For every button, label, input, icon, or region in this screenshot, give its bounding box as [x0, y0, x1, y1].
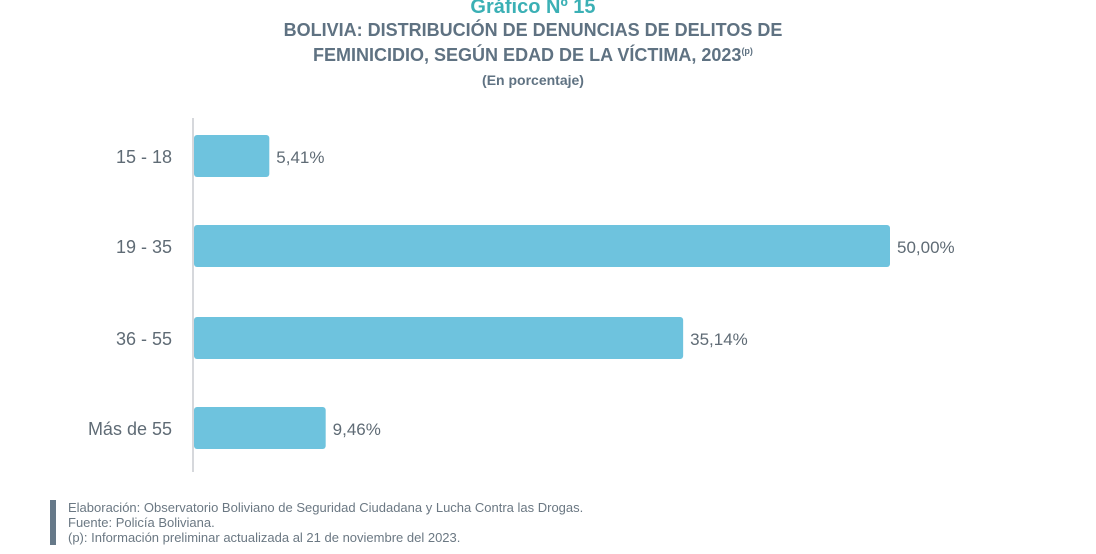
footer-elaboracion: Elaboración: Observatorio Boliviano de S… — [68, 500, 584, 515]
bar — [194, 317, 684, 359]
data-label: 9,46% — [333, 420, 381, 439]
category-label: Más de 55 — [88, 419, 172, 439]
data-label: 5,41% — [276, 148, 324, 167]
data-label: 50,00% — [897, 238, 955, 257]
chart-footer: Elaboración: Observatorio Boliviano de S… — [50, 500, 583, 545]
footer-nota: (p): Información preliminar actualizada … — [68, 530, 461, 545]
bar — [194, 225, 890, 267]
chart-supertitle: Gráfico Nº 15 — [470, 0, 596, 18]
chart-title-line1: BOLIVIA: DISTRIBUCIÓN DE DENUNCIAS DE DE… — [283, 20, 783, 40]
title-superscript: (p) — [741, 46, 753, 56]
footer-fuente: Fuente: Policía Boliviana. — [68, 515, 215, 530]
category-label: 36 - 55 — [116, 329, 172, 349]
title-text: FEMINICIDIO, SEGÚN EDAD DE LA VÍCTIMA, 2… — [313, 45, 742, 65]
data-label: 35,14% — [690, 330, 748, 349]
chart-subtitle: (En porcentaje) — [482, 72, 584, 88]
bar — [194, 407, 326, 449]
bar — [194, 135, 270, 177]
category-label: 19 - 35 — [116, 237, 172, 257]
chart-title-line2: FEMINICIDIO, SEGÚN EDAD DE LA VÍCTIMA, 2… — [0, 45, 1066, 66]
category-label: 15 - 18 — [116, 147, 172, 167]
bar-chart: 15 - 18 5,41% 19 - 35 50,00% 36 - 55 35,14% Má… — [88, 118, 955, 472]
